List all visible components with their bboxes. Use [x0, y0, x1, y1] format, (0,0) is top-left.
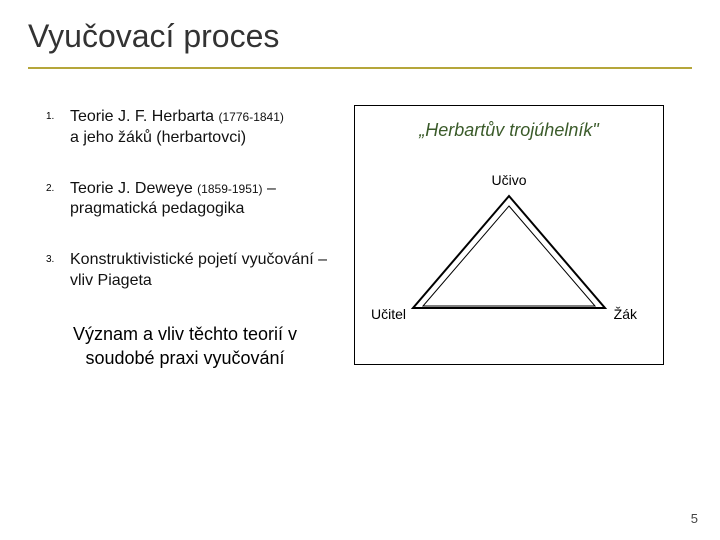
list-years: (1859-1951) — [197, 182, 262, 196]
list-number: 2. — [46, 179, 70, 221]
page-number: 5 — [691, 511, 698, 526]
triangle-wrap: Učivo Učitel Žák — [389, 172, 629, 322]
list-years: (1776-1841) — [219, 110, 284, 124]
list-text: Teorie J. Deweye (1859-1951) – pragmatic… — [70, 179, 338, 221]
title-rule: Vyučovací proces — [28, 18, 692, 69]
triangle-bottom-left-label: Učitel — [371, 306, 406, 322]
page-title: Vyučovací proces — [28, 18, 692, 55]
list-item: 2. Teorie J. Deweye (1859-1951) – pragma… — [46, 179, 338, 221]
right-column: „Herbartův trojúhelník" Učivo Učitel Žák — [354, 107, 692, 370]
left-column: 1. Teorie J. F. Herbarta (1776-1841) a j… — [28, 107, 338, 370]
slide: Vyučovací proces 1. Teorie J. F. Herbart… — [0, 0, 720, 540]
list-number: 3. — [46, 250, 70, 292]
list-main: Konstruktivistické pojetí vyučování – vl… — [70, 251, 327, 289]
list-item: 1. Teorie J. F. Herbarta (1776-1841) a j… — [46, 107, 338, 149]
list-tail: a jeho žáků (herbartovci) — [70, 129, 246, 146]
triangle-icon — [409, 192, 609, 312]
content-row: 1. Teorie J. F. Herbarta (1776-1841) a j… — [28, 107, 692, 370]
triangle-bottom-right-label: Žák — [614, 306, 637, 322]
summary-text: Význam a vliv těchto teorií v soudobé pr… — [46, 322, 338, 371]
triangle-top-label: Učivo — [491, 172, 526, 188]
list-main: Teorie J. Deweye — [70, 180, 197, 197]
list-item: 3. Konstruktivistické pojetí vyučování –… — [46, 250, 338, 292]
list-text: Konstruktivistické pojetí vyučování – vl… — [70, 250, 338, 292]
diagram-box: „Herbartův trojúhelník" Učivo Učitel Žák — [354, 105, 664, 365]
list-text: Teorie J. F. Herbarta (1776-1841) a jeho… — [70, 107, 284, 149]
diagram-title: „Herbartův trojúhelník" — [355, 120, 663, 141]
list-main: Teorie J. F. Herbarta — [70, 108, 219, 125]
list-number: 1. — [46, 107, 70, 149]
